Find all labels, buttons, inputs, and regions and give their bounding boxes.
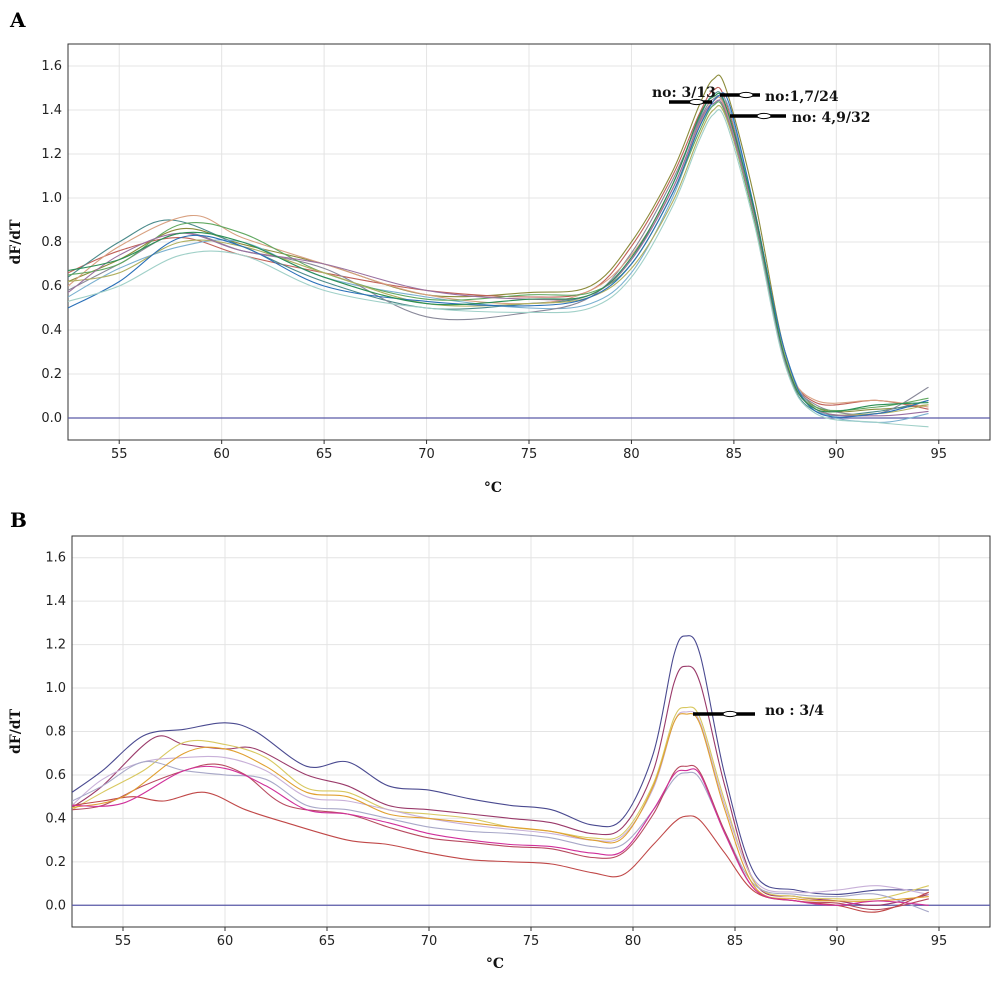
annotation: no: 4,9/32 bbox=[730, 110, 871, 126]
series-line-7 bbox=[68, 101, 929, 412]
plot-area bbox=[68, 74, 990, 428]
x-tick-label: 85 bbox=[727, 934, 744, 949]
panel-b: 55 60 65 70 75 80 85 90 95 0.0 0.2 0.4 0.6 0.8 1.0 1.2 1… bbox=[8, 535, 991, 972]
y-tick-label: 0.6 bbox=[45, 768, 66, 783]
x-tick-label: 80 bbox=[623, 447, 640, 462]
y-tick-label: 0.6 bbox=[41, 279, 62, 294]
x-tick-label: 75 bbox=[521, 447, 538, 462]
annotation-arrow-head bbox=[722, 710, 738, 718]
y-tick-label: 0.4 bbox=[41, 323, 62, 338]
series-line-1 bbox=[72, 635, 929, 895]
x-tick-label: 70 bbox=[421, 934, 438, 949]
annotation-label: no : 3/4 bbox=[765, 703, 824, 719]
series-line-12 bbox=[68, 92, 929, 413]
annotation-arrow-head bbox=[689, 98, 704, 106]
series-line-3 bbox=[72, 706, 929, 901]
annotation-label: no: 3/13 bbox=[652, 85, 716, 101]
series-line-10 bbox=[68, 92, 929, 418]
series-line-5 bbox=[68, 94, 929, 416]
y-tick-label: 1.6 bbox=[45, 551, 66, 566]
series-line-5 bbox=[72, 760, 929, 913]
y-tick-label: 0.8 bbox=[41, 235, 62, 250]
series-line-2 bbox=[68, 86, 929, 410]
panel-letter-a: A bbox=[10, 8, 26, 32]
annotation-label: no:1,7/24 bbox=[765, 89, 839, 105]
y-tick-label: 1.6 bbox=[41, 59, 62, 74]
y-tick-label: 0.2 bbox=[41, 367, 62, 382]
annotation-arrow-head bbox=[738, 91, 754, 99]
y-tick-label: 0.0 bbox=[41, 411, 62, 426]
series-line-3 bbox=[68, 91, 929, 416]
plot-area bbox=[72, 635, 990, 913]
series-line-9 bbox=[72, 765, 929, 906]
x-axis-label: °C bbox=[486, 956, 504, 972]
series-line-9 bbox=[68, 99, 929, 417]
x-tick-label: 60 bbox=[217, 934, 234, 949]
y-tick-label: 0.2 bbox=[45, 855, 66, 870]
x-axis-label: °C bbox=[484, 480, 502, 496]
series-line-8 bbox=[72, 712, 929, 902]
x-tick-label: 90 bbox=[828, 447, 845, 462]
series-line-6 bbox=[72, 763, 929, 911]
x-tick-label: 95 bbox=[931, 934, 948, 949]
series-line-4 bbox=[72, 710, 929, 895]
annotation-label: no: 4,9/32 bbox=[792, 110, 871, 126]
x-tick-label: 90 bbox=[829, 934, 846, 949]
panel-a: 55 60 65 70 75 80 85 90 95 0.0 0.2 0.4 0.6 0.8 1.0 1.2 1… bbox=[8, 43, 991, 496]
y-tick-label: 1.2 bbox=[45, 638, 66, 653]
annotation: no: 3/13 bbox=[652, 85, 716, 106]
x-tick-label: 95 bbox=[931, 447, 948, 462]
x-tick-label: 75 bbox=[523, 934, 540, 949]
x-tick-label: 55 bbox=[115, 934, 132, 949]
annotation-arrow-head bbox=[756, 112, 772, 120]
panel-letter-b: B bbox=[10, 508, 27, 532]
y-tick-label: 1.2 bbox=[41, 147, 62, 162]
annotation: no:1,7/24 bbox=[720, 89, 839, 105]
y-tick-label: 1.4 bbox=[41, 103, 62, 118]
y-tick-label: 0.8 bbox=[45, 725, 66, 740]
x-tick-label: 70 bbox=[418, 447, 435, 462]
y-tick-label: 0.0 bbox=[45, 898, 66, 913]
x-tick-label: 65 bbox=[319, 934, 336, 949]
y-axis-label: dF/dT bbox=[8, 219, 24, 265]
y-tick-label: 0.4 bbox=[45, 811, 66, 826]
y-tick-label: 1.0 bbox=[41, 191, 62, 206]
series-line-11 bbox=[68, 109, 929, 428]
y-tick-label: 1.4 bbox=[45, 594, 66, 609]
x-tick-label: 60 bbox=[213, 447, 230, 462]
annotation: no : 3/4 bbox=[693, 703, 824, 719]
y-axis-label: dF/dT bbox=[8, 708, 24, 754]
x-tick-label: 80 bbox=[625, 934, 642, 949]
x-tick-label: 85 bbox=[726, 447, 743, 462]
x-tick-label: 65 bbox=[316, 447, 333, 462]
x-tick-label: 55 bbox=[111, 447, 128, 462]
series-line-7 bbox=[72, 791, 929, 913]
y-tick-label: 1.0 bbox=[45, 681, 66, 696]
series-line-8 bbox=[68, 104, 929, 416]
